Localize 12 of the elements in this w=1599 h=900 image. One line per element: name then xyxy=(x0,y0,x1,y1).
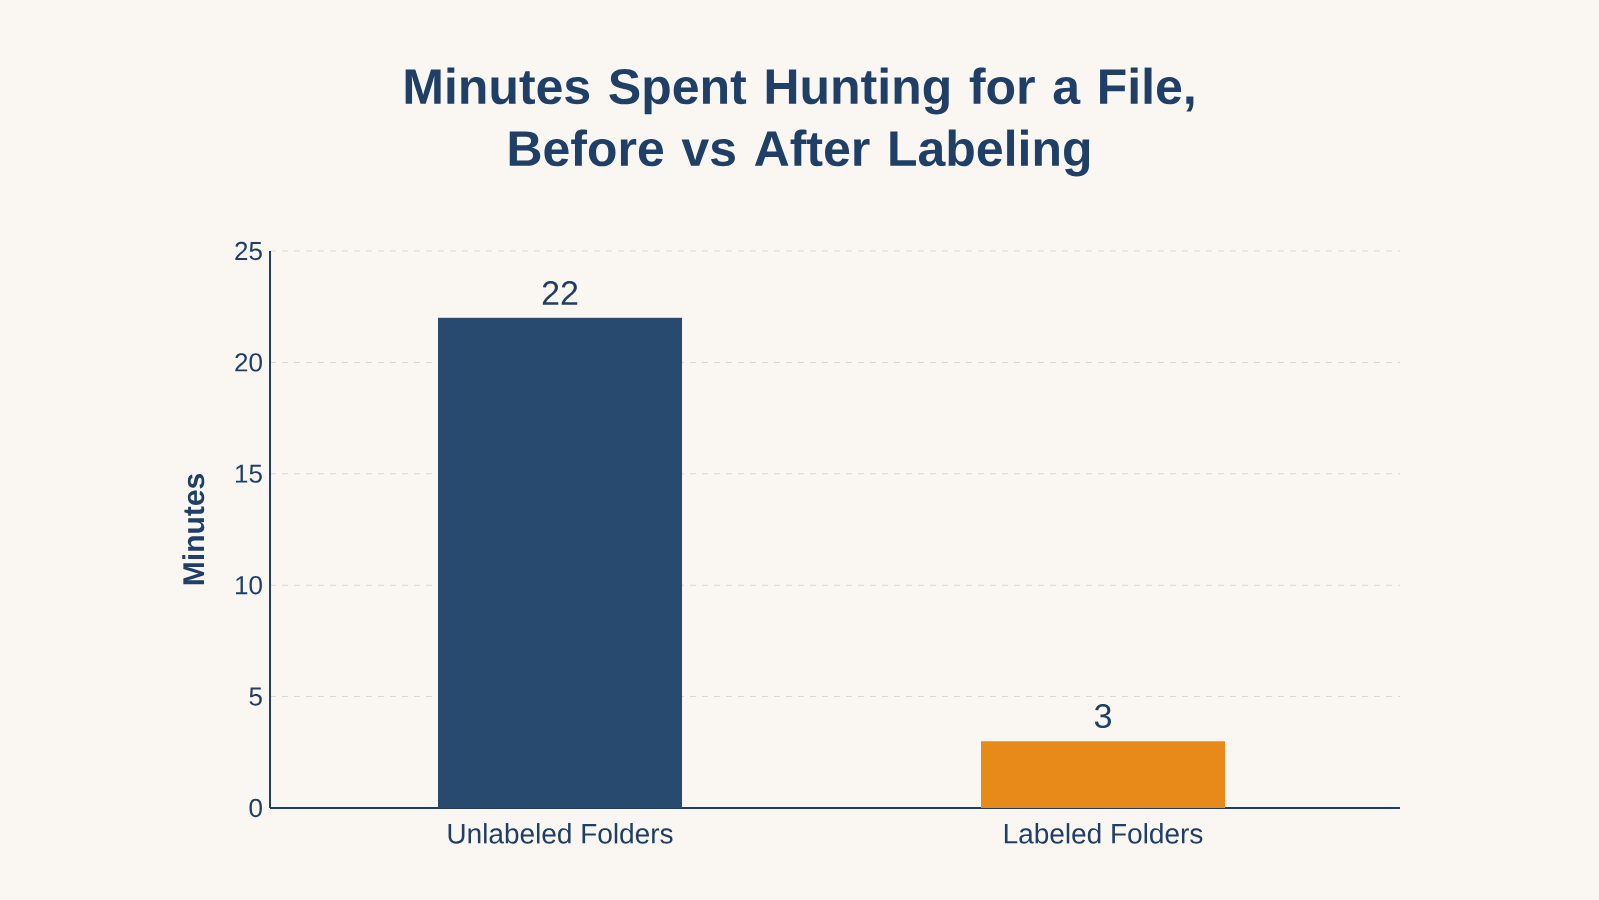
x-tick-label: Labeled Folders xyxy=(1004,823,1203,844)
y-tick-label: 20 xyxy=(235,353,262,372)
y-tick-label: 10 xyxy=(236,575,262,595)
y-tick-label: 0 xyxy=(249,798,262,818)
chart-title: Minutes Spent Hunting for a File, Before vs After Labeling xyxy=(405,67,1194,177)
y-tick-label: 25 xyxy=(235,241,262,261)
x-tick-label: Unlabeled Folders xyxy=(448,823,673,844)
y-tick-label: 5 xyxy=(249,687,262,706)
data-label: 3 xyxy=(1094,704,1111,729)
y-axis-title: Minutes xyxy=(182,474,205,585)
data-label: 22 xyxy=(542,281,578,305)
y-tick-label: 15 xyxy=(236,464,262,483)
